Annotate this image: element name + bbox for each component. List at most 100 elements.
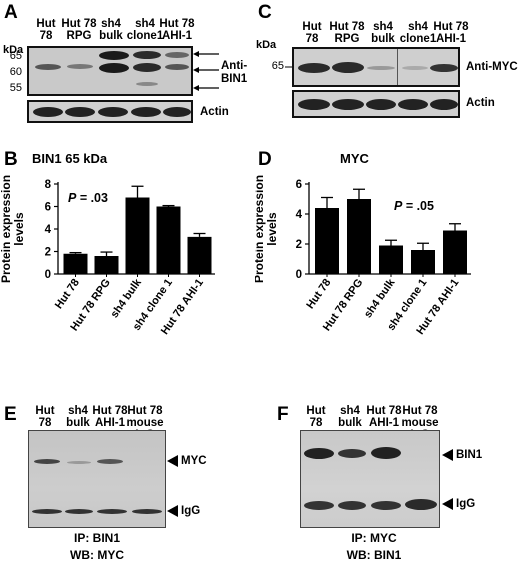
panel-e-band-myc: MYC: [181, 455, 207, 467]
bar: [125, 197, 150, 274]
bar: [94, 256, 119, 274]
lane-label: Hut 78 RPG: [61, 18, 97, 42]
panel-f-wb-label: WB: BIN1: [346, 548, 402, 562]
bar: [443, 230, 467, 274]
bar: [315, 208, 339, 274]
blot-band: [99, 63, 129, 73]
blot-band: [33, 107, 63, 117]
lane-label: Hut 78 AHI-1: [92, 405, 128, 429]
blot-band: [402, 66, 428, 70]
blot-band: [98, 107, 128, 117]
blot-splice-line: [397, 49, 398, 85]
lane-label: sh4 bulk: [338, 405, 362, 429]
blot-band: [67, 64, 93, 69]
blot-band: [371, 447, 401, 459]
y-tick-label: 4: [296, 209, 303, 221]
blot-band: [298, 99, 330, 110]
panel-a-marker-65: 65: [9, 50, 22, 62]
panel-c-marker-tick: [285, 66, 293, 68]
blot-band: [338, 449, 366, 458]
blot-band: [304, 501, 334, 510]
blot-band: [99, 51, 129, 60]
blot-band: [97, 509, 127, 514]
y-tick-label: 6: [296, 179, 302, 191]
y-axis-label: Protein expressionlevels: [0, 175, 26, 283]
panel-a-actin-blot: [27, 100, 193, 123]
panel-c-myc-blot: [292, 47, 460, 87]
blot-band: [430, 99, 458, 110]
blot-band: [298, 63, 330, 73]
panel-c-label: C: [258, 2, 272, 23]
lane-label: Hut 78 RPG: [329, 21, 365, 45]
blot-band: [332, 62, 364, 73]
lane-label: Hut 78: [36, 18, 56, 42]
panel-e-ip-label: IP: BIN1: [73, 531, 120, 545]
panel-c-kda-label: kDa: [256, 39, 277, 51]
panel-b-title: BIN1 65 kDa: [32, 151, 108, 166]
panel-f-arrow-igg: [442, 498, 453, 510]
panel-e-band-igg: IgG: [181, 505, 201, 517]
panel-d-title: MYC: [340, 151, 369, 166]
panel-e-arrow-igg: [167, 505, 178, 517]
x-tick-label: Hut 78: [304, 277, 333, 311]
blot-band: [35, 64, 61, 70]
panel-a-kda-label: kDa: [3, 44, 24, 56]
panel-a-marker-55: 55: [9, 82, 22, 94]
panel-a-bin1-blot: [27, 46, 193, 96]
blot-band: [338, 501, 366, 510]
bar: [347, 199, 371, 274]
lane-label: sh4 clone1: [399, 21, 437, 45]
panel-f-label: F: [277, 404, 289, 425]
panel-a-arrows: [193, 51, 219, 91]
bar: [63, 253, 88, 274]
lane-label: Hut 78: [306, 405, 326, 429]
y-tick-label: 0: [45, 269, 51, 281]
blot-band: [367, 66, 395, 70]
panel-a-antibody-label: Anti- BIN1: [221, 60, 248, 85]
blot-band: [332, 99, 364, 110]
blot-band: [133, 63, 161, 72]
lane-label: Hut 78: [35, 405, 55, 429]
blot-band: [405, 499, 437, 510]
y-axis-label: Protein expressionlevels: [255, 175, 279, 283]
blot-band: [65, 509, 93, 514]
panel-a-loading-label: Actin: [200, 106, 229, 118]
y-tick-label: 6: [45, 202, 51, 214]
blot-band: [371, 501, 401, 510]
panel-c-loading-label: Actin: [466, 97, 495, 109]
lane-label: sh4 bulk: [99, 18, 123, 42]
panel-c-marker-65: 65: [271, 60, 284, 72]
lane-label: sh4 bulk: [371, 21, 395, 45]
bar: [411, 250, 435, 274]
lane-label: sh4 bulk: [66, 405, 90, 429]
lane-label: Hut 78 AHI-1: [159, 18, 195, 42]
x-tick-label: Hut 78: [53, 277, 82, 311]
bar: [379, 245, 403, 274]
blot-band: [398, 99, 428, 110]
panel-f-band-igg: IgG: [456, 498, 476, 510]
blot-band: [165, 52, 189, 58]
panel-c-antibody-label: Anti-MYC: [466, 61, 518, 73]
p-value-annotation: P = .05: [394, 199, 434, 213]
panel-f-arrow-bin1: [442, 449, 453, 461]
y-tick-label: 0: [296, 269, 302, 281]
blot-band: [34, 459, 60, 464]
lane-label: Hut 78: [302, 21, 322, 45]
y-tick-label: 8: [45, 179, 52, 191]
blot-band: [304, 448, 334, 459]
lane-label: Hut 78 AHI-1: [366, 405, 402, 429]
y-tick-label: 4: [45, 224, 52, 236]
blot-band: [165, 64, 189, 70]
blot-band: [67, 461, 91, 464]
blot-band: [133, 51, 161, 59]
blot-band: [32, 509, 62, 514]
y-tick-label: 2: [296, 239, 302, 251]
panel-f-band-bin1: BIN1: [456, 449, 483, 461]
blot-band: [366, 99, 396, 110]
y-tick-label: 2: [45, 247, 51, 259]
blot-band: [136, 82, 158, 86]
x-tick-label: sh4 bulk: [362, 276, 398, 320]
lane-label: sh4 clone1: [126, 18, 164, 42]
